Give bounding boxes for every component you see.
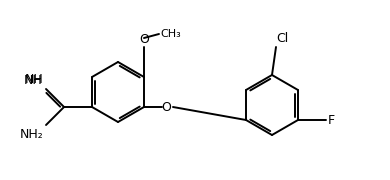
Text: O: O xyxy=(139,33,149,46)
Text: CH₃: CH₃ xyxy=(160,29,181,39)
Text: NH₂: NH₂ xyxy=(19,128,43,141)
Text: NH: NH xyxy=(24,73,43,86)
Text: F: F xyxy=(328,114,335,127)
Text: O: O xyxy=(161,100,171,114)
Text: Cl: Cl xyxy=(276,32,288,45)
Text: NH: NH xyxy=(23,74,42,87)
